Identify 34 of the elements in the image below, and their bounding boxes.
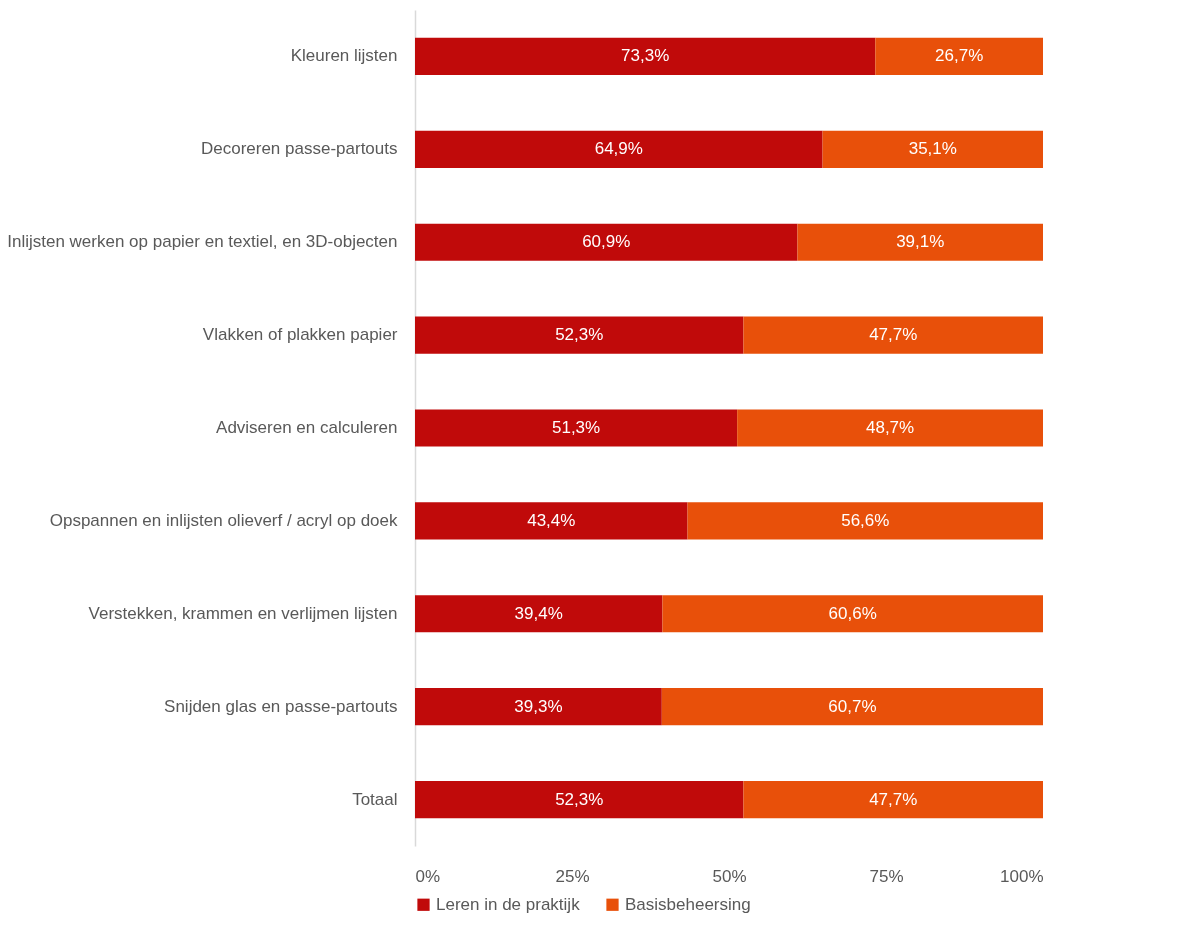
- y-tick-label: Totaal: [352, 789, 398, 809]
- data-label: 60,7%: [828, 696, 877, 716]
- data-label: 73,3%: [621, 46, 670, 66]
- legend-label: Leren in de praktijk: [436, 894, 581, 914]
- data-label: 43,4%: [527, 510, 576, 530]
- data-label: 56,6%: [841, 510, 890, 530]
- data-label: 60,9%: [582, 232, 631, 252]
- data-label: 39,3%: [514, 696, 563, 716]
- data-label: 47,7%: [869, 325, 918, 345]
- x-tick-label: 0%: [415, 866, 441, 886]
- data-label: 26,7%: [935, 46, 984, 66]
- data-label: 48,7%: [865, 418, 915, 437]
- x-tick-label: 25%: [555, 866, 590, 886]
- y-tick-label: Snijden glas en passe-partouts: [164, 696, 398, 716]
- data-label: 52,3%: [555, 789, 604, 809]
- data-label: 47,7%: [869, 789, 918, 809]
- legend-label: Basisbeheersing: [625, 894, 751, 914]
- y-tick-label: Kleuren lijsten: [290, 46, 398, 66]
- data-label: 52,3%: [555, 325, 604, 345]
- y-tick-label: Decoreren passe-partouts: [200, 139, 398, 159]
- x-tick-label: 75%: [869, 866, 904, 886]
- data-label: 60,6%: [828, 603, 877, 623]
- y-tick-label: Adviseren en calculeren: [216, 418, 398, 437]
- data-label: 35,1%: [908, 139, 957, 159]
- data-label: 39,4%: [514, 603, 563, 623]
- data-label: 51,3%: [551, 418, 601, 437]
- data-label: 64,9%: [594, 139, 643, 159]
- data-label: 39,1%: [896, 232, 945, 252]
- y-tick-label: Opspannen en inlijsten olieverf / acryl op doek: [49, 510, 398, 530]
- y-tick-label: Verstekken, krammen en verlijmen lijsten: [88, 603, 398, 623]
- y-tick-label: Vlakken of plakken papier: [202, 325, 398, 345]
- x-tick-label: 100%: [1000, 866, 1044, 886]
- x-tick-label: 50%: [712, 866, 747, 886]
- y-tick-label: Inlijsten werken op papier en textiel, en 3D-objecten: [7, 232, 398, 252]
